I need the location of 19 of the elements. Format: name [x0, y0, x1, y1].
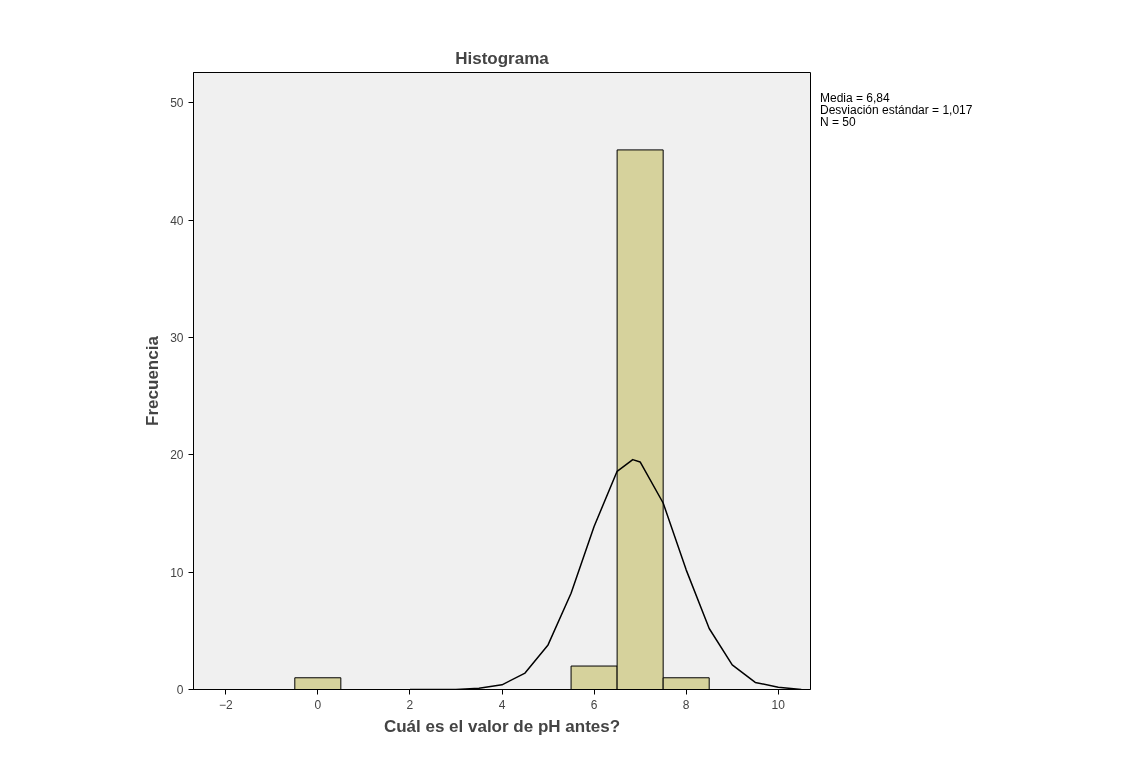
chart-title: Histograma — [455, 48, 550, 68]
y-tick-label: 10 — [170, 565, 184, 580]
x-tick-label: 2 — [406, 697, 414, 712]
x-tick-label: 10 — [771, 697, 786, 712]
x-tick-label: 6 — [590, 697, 598, 712]
x-tick-label: −2 — [218, 697, 233, 712]
x-axis-title: Cuál es el valor de pH antes? — [383, 716, 621, 736]
text: Media = 6,84 — [820, 91, 891, 105]
y-tick-label: 20 — [170, 448, 184, 463]
y-tick-label: 30 — [170, 331, 184, 346]
x-tick-label: 8 — [682, 697, 690, 712]
y-tick-label: 0 — [176, 683, 184, 697]
y-tick-label: 40 — [170, 213, 184, 228]
text: N = 50 — [820, 115, 857, 129]
y-axis-title: Frecuencia — [143, 335, 163, 426]
x-tick-label: 0 — [314, 697, 322, 712]
x-tick-label: 4 — [498, 697, 506, 712]
text: Desviación estándar = 1,017 — [820, 103, 973, 117]
y-tick-label: 50 — [170, 96, 184, 111]
